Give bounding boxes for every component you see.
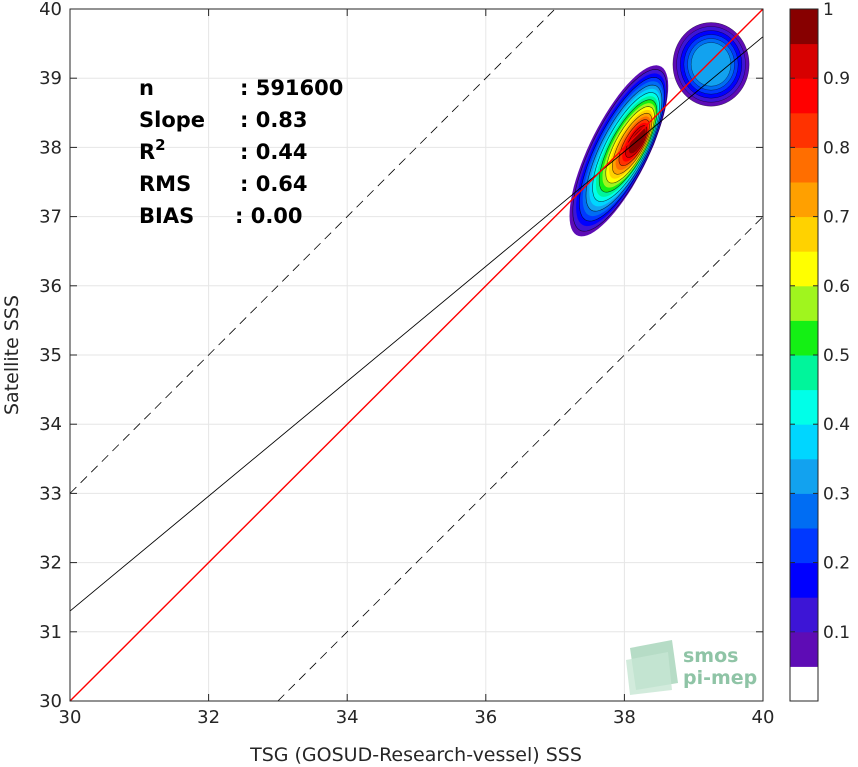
- y-tick-label-3: 33: [39, 483, 62, 504]
- colorbar-segment-4: [790, 528, 818, 564]
- colorbar-tick-label-3: 0.4: [823, 415, 850, 435]
- colorbar-segment-16: [790, 112, 818, 148]
- colorbar-segment-11: [790, 285, 818, 321]
- x-axis-ticks: 30 32 34 36 38 40: [59, 9, 775, 728]
- lower-band-line: [277, 216, 763, 701]
- colorbar-segment-18: [790, 43, 818, 79]
- colorbar-tick-label-2: 0.3: [823, 484, 850, 504]
- x-tick-label-5: 40: [752, 707, 775, 728]
- secondary-contour-6: [690, 42, 732, 87]
- colorbar-segment-3: [790, 562, 818, 598]
- colorbar-segment-17: [790, 78, 818, 114]
- colorbar-segment-0: [790, 666, 818, 702]
- stat-value-2: : 0.44: [240, 140, 308, 164]
- x-tick-label-0: 30: [59, 707, 82, 728]
- colorbar-segment-13: [790, 216, 818, 252]
- colorbar-segment-7: [790, 424, 818, 460]
- y-tick-label-0: 30: [39, 691, 62, 712]
- x-tick-label-2: 34: [336, 707, 359, 728]
- upper-band-line: [70, 9, 556, 494]
- stat-label-1: Slope: [139, 108, 205, 132]
- colorbar: [790, 9, 818, 702]
- x-tick-label-3: 36: [474, 707, 497, 728]
- colorbar-tick-label-8: 0.9: [823, 69, 850, 89]
- colorbar-tick-label-4: 0.5: [823, 346, 850, 366]
- colorbar-segment-10: [790, 320, 818, 356]
- y-tick-label-6: 36: [39, 276, 62, 297]
- stat-label-4: BIAS: [139, 204, 194, 228]
- density-contours: [569, 22, 750, 237]
- logo-text-smos: smos: [683, 645, 738, 667]
- colorbar-segment-6: [790, 458, 818, 494]
- colorbar-tick-label-1: 0.2: [823, 554, 850, 574]
- x-tick-label-4: 38: [613, 707, 636, 728]
- logo-text-pimep: pi-mep: [683, 667, 757, 689]
- grid: [69, 8, 764, 702]
- colorbar-tick-label-7: 0.8: [823, 138, 850, 158]
- colorbar-segment-2: [790, 597, 818, 633]
- regression-line: [70, 36, 763, 612]
- colorbar-segment-5: [790, 493, 818, 529]
- stat-value-0: : 591600: [240, 76, 343, 100]
- colorbar-segment-12: [790, 251, 818, 287]
- colorbar-tick-label-5: 0.6: [823, 277, 850, 297]
- colorbar-segment-15: [790, 147, 818, 183]
- colorbar-tick-label-6: 0.7: [823, 208, 850, 228]
- colorbar-tick-label-9: 1: [823, 0, 834, 20]
- colorbar-ticks: 0.1 0.2 0.3 0.4 0.5 0.6 0.7 0.8 0.9 1: [790, 0, 850, 643]
- colorbar-segment-14: [790, 182, 818, 218]
- colorbar-segment-8: [790, 389, 818, 425]
- logo-waves-icon-2: [626, 652, 672, 695]
- stat-label-3: RMS: [139, 172, 191, 196]
- y-tick-label-4: 34: [39, 414, 62, 435]
- stat-value-3: : 0.64: [240, 172, 308, 196]
- reference-lines: [70, 9, 763, 701]
- y-tick-label-1: 31: [39, 622, 62, 643]
- y-axis-label: Satellite SSS: [1, 295, 23, 415]
- y-tick-label-5: 35: [39, 345, 62, 366]
- stat-value-4: : 0.00: [235, 204, 303, 228]
- identity-line: [70, 9, 763, 701]
- x-tick-label-1: 32: [197, 707, 220, 728]
- stat-value-1: : 0.83: [240, 108, 308, 132]
- colorbar-tick-label-0: 0.1: [823, 623, 850, 643]
- colorbar-segment-1: [790, 631, 818, 667]
- stat-label-sup-2: 2: [155, 136, 165, 154]
- y-tick-label-10: 40: [39, 0, 62, 20]
- y-tick-label-9: 39: [39, 68, 62, 89]
- y-axis-ticks: 30 31 32 33 34 35 36 37 38 39 40: [39, 0, 763, 712]
- stat-label-0: n: [139, 76, 154, 100]
- y-tick-label-7: 37: [39, 207, 62, 228]
- x-axis-label: TSG (GOSUD-Research-vessel) SSS: [249, 744, 582, 766]
- smos-pimep-logo: smos pi-mep: [626, 640, 757, 695]
- y-tick-label-2: 32: [39, 553, 62, 574]
- colorbar-segment-19: [790, 9, 818, 45]
- colorbar-segment-9: [790, 355, 818, 391]
- y-tick-label-8: 38: [39, 137, 62, 158]
